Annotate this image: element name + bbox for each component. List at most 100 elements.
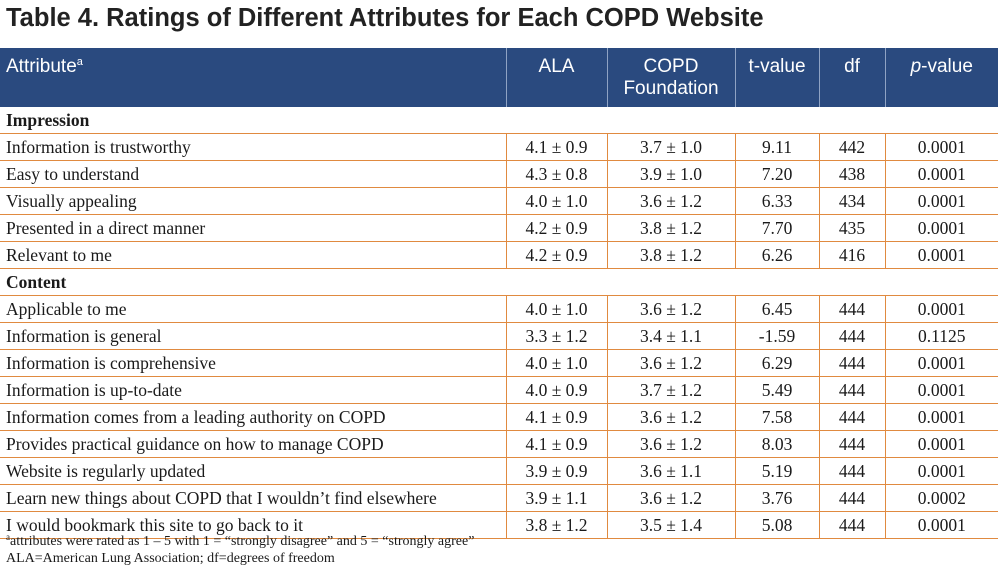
cell-copd-foundation: 3.6 ± 1.2 — [606, 349, 735, 377]
table-row: Easy to understand 4.3 ± 0.8 3.9 ± 1.0 7.20… — [0, 160, 998, 188]
header-p-value: p-value — [884, 48, 998, 107]
cell-p-value: 0.0001 — [884, 349, 998, 377]
cell-t-value: 9.11 — [734, 133, 819, 161]
cell-df: 444 — [818, 484, 885, 512]
cell-df: 444 — [818, 376, 885, 404]
section-row: Impression — [0, 107, 998, 134]
cell-attribute: Information is general — [0, 322, 506, 350]
cell-df: 444 — [818, 430, 885, 458]
cell-t-value: 5.19 — [734, 457, 819, 485]
header-ala: ALA — [505, 48, 607, 107]
table-header: Attributea ALA COPD Foundation t-value df… — [0, 48, 998, 107]
table-row: Relevant to me 4.2 ± 0.9 3.8 ± 1.2 6.26 416 0… — [0, 241, 998, 269]
cell-ala: 3.8 ± 1.2 — [505, 511, 607, 539]
cell-df: 444 — [818, 457, 885, 485]
header-copd-foundation: COPD Foundation — [606, 48, 735, 107]
header-copd-line1: COPD — [643, 56, 699, 77]
cell-copd-foundation: 3.8 ± 1.2 — [606, 241, 735, 269]
cell-attribute: Easy to understand — [0, 160, 506, 188]
table-title: Table 4. Ratings of Different Attributes… — [6, 4, 764, 32]
cell-t-value: 6.29 — [734, 349, 819, 377]
cell-copd-foundation: 3.4 ± 1.1 — [606, 322, 735, 350]
cell-p-value: 0.0001 — [884, 403, 998, 431]
cell-df: 416 — [818, 241, 885, 269]
table-row: Learn new things about COPD that I would… — [0, 484, 998, 512]
cell-df: 444 — [818, 511, 885, 539]
cell-attribute: Learn new things about COPD that I would… — [0, 484, 506, 512]
cell-ala: 3.3 ± 1.2 — [505, 322, 607, 350]
header-copd-line2: Foundation — [623, 78, 719, 99]
cell-ala: 4.2 ± 0.9 — [505, 214, 607, 242]
table-row: Visually appealing 4.0 ± 1.0 3.6 ± 1.2 6.33… — [0, 187, 998, 215]
cell-ala: 4.3 ± 0.8 — [505, 160, 607, 188]
cell-ala: 4.1 ± 0.9 — [505, 403, 607, 431]
table-row: Information comes from a leading authori… — [0, 403, 998, 431]
cell-t-value: 6.45 — [734, 295, 819, 323]
cell-df: 444 — [818, 349, 885, 377]
cell-t-value: 8.03 — [734, 430, 819, 458]
cell-attribute: Information comes from a leading authori… — [0, 403, 506, 431]
cell-copd-foundation: 3.6 ± 1.1 — [606, 457, 735, 485]
cell-t-value: 7.70 — [734, 214, 819, 242]
cell-attribute: Visually appealing — [0, 187, 506, 215]
table-footnotes: aattributes were rated as 1 – 5 with 1 =… — [6, 533, 474, 567]
cell-attribute: Presented in a direct manner — [0, 214, 506, 242]
section-heading: Impression — [0, 107, 998, 134]
cell-ala: 4.1 ± 0.9 — [505, 133, 607, 161]
cell-df: 435 — [818, 214, 885, 242]
cell-t-value: 6.26 — [734, 241, 819, 269]
table-row: Information is comprehensive 4.0 ± 1.0 3.6… — [0, 349, 998, 377]
footnote-mark: a — [6, 532, 10, 542]
cell-copd-foundation: 3.6 ± 1.2 — [606, 187, 735, 215]
cell-copd-foundation: 3.5 ± 1.4 — [606, 511, 735, 539]
table-row: I would bookmark this site to go back to… — [0, 511, 998, 539]
header-attribute-footnote-mark: a — [76, 56, 83, 68]
cell-p-value: 0.0001 — [884, 160, 998, 188]
cell-ala: 3.9 ± 0.9 — [505, 457, 607, 485]
cell-attribute: Information is trustworthy — [0, 133, 506, 161]
cell-t-value: 5.49 — [734, 376, 819, 404]
cell-df: 442 — [818, 133, 885, 161]
cell-t-value: 7.58 — [734, 403, 819, 431]
cell-df: 444 — [818, 322, 885, 350]
cell-copd-foundation: 3.9 ± 1.0 — [606, 160, 735, 188]
header-df: df — [818, 48, 885, 107]
cell-df: 434 — [818, 187, 885, 215]
cell-attribute: Relevant to me — [0, 241, 506, 269]
cell-df: 444 — [818, 295, 885, 323]
cell-p-value: 0.0001 — [884, 295, 998, 323]
cell-copd-foundation: 3.7 ± 1.2 — [606, 376, 735, 404]
header-t-value: t-value — [734, 48, 819, 107]
cell-ala: 4.0 ± 0.9 — [505, 376, 607, 404]
table-row: Presented in a direct manner 4.2 ± 0.9 3.8… — [0, 214, 998, 242]
cell-df: 438 — [818, 160, 885, 188]
cell-attribute: Provides practical guidance on how to ma… — [0, 430, 506, 458]
header-p-rest: -value — [921, 56, 973, 77]
cell-t-value: 7.20 — [734, 160, 819, 188]
cell-p-value: 0.0001 — [884, 187, 998, 215]
footnote-abbreviations: ALA=American Lung Association; df=degree… — [6, 551, 335, 566]
table-row: Applicable to me 4.0 ± 1.0 3.6 ± 1.2 6.45 44… — [0, 295, 998, 323]
cell-ala: 3.9 ± 1.1 — [505, 484, 607, 512]
cell-copd-foundation: 3.6 ± 1.2 — [606, 484, 735, 512]
cell-copd-foundation: 3.7 ± 1.0 — [606, 133, 735, 161]
cell-copd-foundation: 3.6 ± 1.2 — [606, 403, 735, 431]
cell-t-value: -1.59 — [734, 322, 819, 350]
table-row: Information is general 3.3 ± 1.2 3.4 ± 1.1… — [0, 322, 998, 350]
section-row: Content — [0, 268, 998, 296]
cell-attribute: Applicable to me — [0, 295, 506, 323]
cell-p-value: 0.0001 — [884, 241, 998, 269]
cell-p-value: 0.1125 — [884, 322, 998, 350]
cell-t-value: 5.08 — [734, 511, 819, 539]
footnote-rating-scale: aattributes were rated as 1 – 5 with 1 =… — [6, 533, 474, 550]
cell-p-value: 0.0001 — [884, 214, 998, 242]
header-attribute: Attributea — [0, 48, 506, 107]
table-row: Website is regularly updated 3.9 ± 0.9 3.6… — [0, 457, 998, 485]
header-p-italic: p — [910, 56, 922, 77]
cell-df: 444 — [818, 403, 885, 431]
table-row: Information is up-to-date 4.0 ± 0.9 3.7 ± … — [0, 376, 998, 404]
cell-p-value: 0.0001 — [884, 376, 998, 404]
cell-copd-foundation: 3.6 ± 1.2 — [606, 430, 735, 458]
table-body: Impression Information is trustworthy 4.1 … — [0, 107, 998, 539]
cell-attribute: I would bookmark this site to go back to… — [0, 511, 506, 539]
